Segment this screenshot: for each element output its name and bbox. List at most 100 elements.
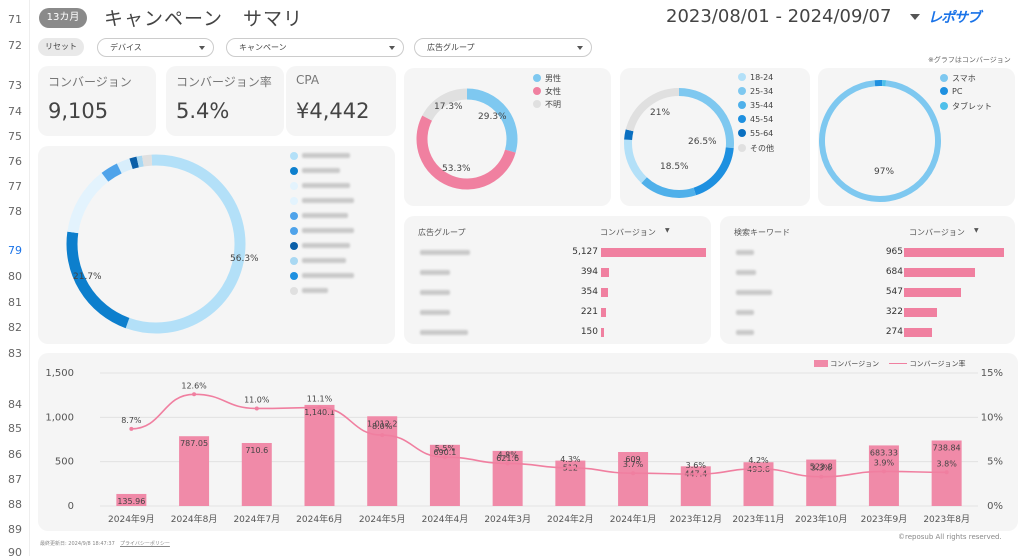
age-donut-slice[interactable] [644, 180, 695, 194]
campaign-filter[interactable]: キャンペーン [226, 38, 404, 57]
y-right-tick: 5% [987, 457, 1003, 468]
campaign-legend-item[interactable] [290, 242, 350, 251]
conversion-rate-point[interactable] [882, 469, 886, 473]
legend-item[interactable]: 不明 [533, 99, 561, 110]
legend-item[interactable]: スマホ [940, 73, 976, 84]
row-number[interactable]: 71 [0, 13, 30, 26]
legend-swatch [940, 87, 948, 95]
gender-donut-slice[interactable] [467, 94, 512, 151]
line-legend-swatch [889, 363, 907, 364]
legend-item[interactable]: 女性 [533, 86, 561, 97]
conversion-rate-point[interactable] [318, 406, 322, 410]
row-number[interactable]: 79 [0, 244, 30, 257]
legend-item[interactable]: その他 [738, 143, 774, 154]
campaign-legend-item[interactable] [290, 182, 350, 191]
age-donut-slice[interactable] [628, 130, 630, 139]
row-number[interactable]: 87 [0, 473, 30, 486]
kpi-value: 9,105 [48, 99, 108, 123]
campaign-donut-slice[interactable] [138, 161, 143, 162]
campaign-donut-slice[interactable] [73, 177, 105, 232]
sort-caret-icon[interactable]: ▼ [665, 227, 670, 234]
campaign-legend-item[interactable] [290, 257, 346, 266]
redacted-row-name [736, 270, 756, 275]
campaign-donut-slice[interactable] [143, 160, 152, 161]
campaign-legend-item[interactable] [290, 272, 354, 281]
campaign-legend-item[interactable] [290, 287, 328, 296]
row-number[interactable]: 77 [0, 180, 30, 193]
row-number[interactable]: 82 [0, 321, 30, 334]
conversion-rate-point[interactable] [757, 467, 761, 471]
ad-group-metric-header[interactable]: コンバージョン [600, 227, 656, 238]
age-donut-slice[interactable] [628, 140, 644, 180]
row-number[interactable]: 84 [0, 398, 30, 411]
ad-group-filter[interactable]: 広告グループ [414, 38, 592, 57]
conversion-rate-point[interactable] [819, 475, 823, 479]
row-number[interactable]: 88 [0, 498, 30, 511]
conversion-rate-point[interactable] [568, 466, 572, 470]
campaign-legend-item[interactable] [290, 152, 350, 161]
campaign-legend-item[interactable] [290, 167, 340, 176]
row-bar [904, 308, 937, 317]
row-number[interactable]: 86 [0, 448, 30, 461]
row-number[interactable]: 72 [0, 39, 30, 52]
sort-caret-icon[interactable]: ▼ [974, 227, 979, 234]
conversion-rate-point[interactable] [255, 406, 259, 410]
age-donut-slice[interactable] [695, 148, 730, 192]
row-number[interactable]: 90 [0, 546, 30, 559]
campaign-donut-slice[interactable] [119, 164, 131, 169]
chevron-down-icon [199, 46, 205, 50]
chart-note: ※グラフはコンバージョン [928, 55, 1011, 65]
row-number[interactable]: 78 [0, 205, 30, 218]
device-donut-slice[interactable] [822, 83, 938, 199]
date-range[interactable]: 2023/08/01 - 2024/09/07 [666, 6, 891, 27]
redacted-campaign-name [302, 183, 350, 188]
legend-swatch [290, 212, 298, 220]
campaign-legend-item[interactable] [290, 212, 348, 221]
row-number[interactable]: 73 [0, 79, 30, 92]
legend-item[interactable]: タブレット [940, 101, 992, 112]
campaign-donut-slice[interactable] [105, 168, 119, 177]
conversion-bar[interactable] [305, 405, 335, 506]
row-number[interactable]: 89 [0, 523, 30, 536]
row-number[interactable]: 85 [0, 422, 30, 435]
last-updated: 最終更新日: 2024/9/8 18:47:37 [40, 540, 115, 547]
date-range-dropdown-icon[interactable] [910, 14, 920, 20]
x-tick-label: 2023年11月 [732, 513, 784, 525]
gender-donut-slice[interactable] [422, 118, 510, 184]
legend-item[interactable]: 男性 [533, 73, 561, 84]
legend-item[interactable]: 18-24 [738, 73, 773, 82]
campaign-legend-item[interactable] [290, 197, 354, 206]
campaign-filter-label: キャンペーン [239, 43, 287, 52]
campaign-legend-item[interactable] [290, 227, 354, 236]
x-tick-label: 2024年9月 [108, 513, 155, 525]
reset-button[interactable]: リセット [38, 38, 84, 56]
legend-item[interactable]: 25-34 [738, 87, 773, 96]
conversion-rate-point[interactable] [192, 392, 196, 396]
conversion-rate-point[interactable] [631, 471, 635, 475]
conversion-rate-point[interactable] [443, 455, 447, 459]
campaign-donut-slice[interactable] [131, 162, 138, 164]
legend-item[interactable]: 55-64 [738, 129, 773, 138]
conversion-rate-point[interactable] [694, 472, 698, 476]
keyword-metric-header[interactable]: コンバージョン [909, 227, 965, 238]
row-number[interactable]: 74 [0, 105, 30, 118]
row-number[interactable]: 76 [0, 155, 30, 168]
x-tick-label: 2024年4月 [422, 513, 469, 525]
row-number[interactable]: 80 [0, 270, 30, 283]
legend-item[interactable]: PC [940, 87, 962, 96]
legend-item[interactable]: 35-44 [738, 101, 773, 110]
conversion-rate-point[interactable] [129, 427, 133, 431]
conversion-rate-point[interactable] [380, 433, 384, 437]
bar-value-label: 787.05 [180, 439, 208, 448]
row-number[interactable]: 83 [0, 347, 30, 360]
device-filter[interactable]: デバイス [97, 38, 214, 57]
x-tick-label: 2024年6月 [296, 513, 343, 525]
row-number[interactable]: 75 [0, 130, 30, 143]
conversion-rate-point[interactable] [945, 470, 949, 474]
period-badge[interactable]: 13カ月 [39, 8, 87, 28]
campaign-donut-slice[interactable] [128, 160, 240, 328]
privacy-policy-link[interactable]: プライバシーポリシー [120, 540, 170, 547]
conversion-rate-point[interactable] [506, 461, 510, 465]
legend-item[interactable]: 45-54 [738, 115, 773, 124]
row-number[interactable]: 81 [0, 296, 30, 309]
